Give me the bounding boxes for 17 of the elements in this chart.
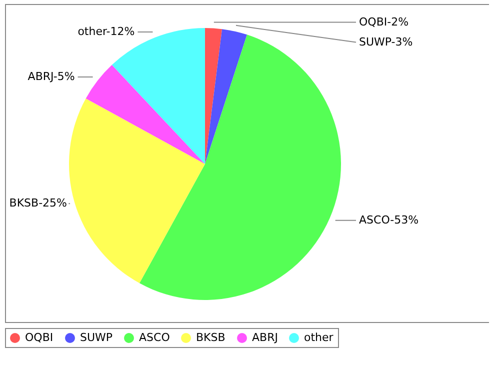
data-label: ASCO-53% xyxy=(359,213,419,226)
legend-label: ASCO xyxy=(139,331,170,344)
legend-label: OQBI xyxy=(25,331,54,344)
legend-label: BKSB xyxy=(196,331,226,344)
pie-slice xyxy=(69,98,205,284)
data-label: BKSB-25% xyxy=(9,196,67,210)
pie-slice xyxy=(139,34,341,300)
data-label: OQBI-2% xyxy=(359,15,409,28)
legend-label: SUWP xyxy=(80,331,113,344)
data-label: SUWP-3% xyxy=(359,35,413,48)
data-label: other-12% xyxy=(78,24,135,38)
pie-slice xyxy=(205,28,222,164)
data-label: ABRJ-5% xyxy=(28,70,75,83)
legend-label: other xyxy=(304,331,334,344)
pie-slice xyxy=(86,64,205,164)
legend-label: ABRJ xyxy=(252,331,278,344)
pie-slice xyxy=(205,29,248,164)
